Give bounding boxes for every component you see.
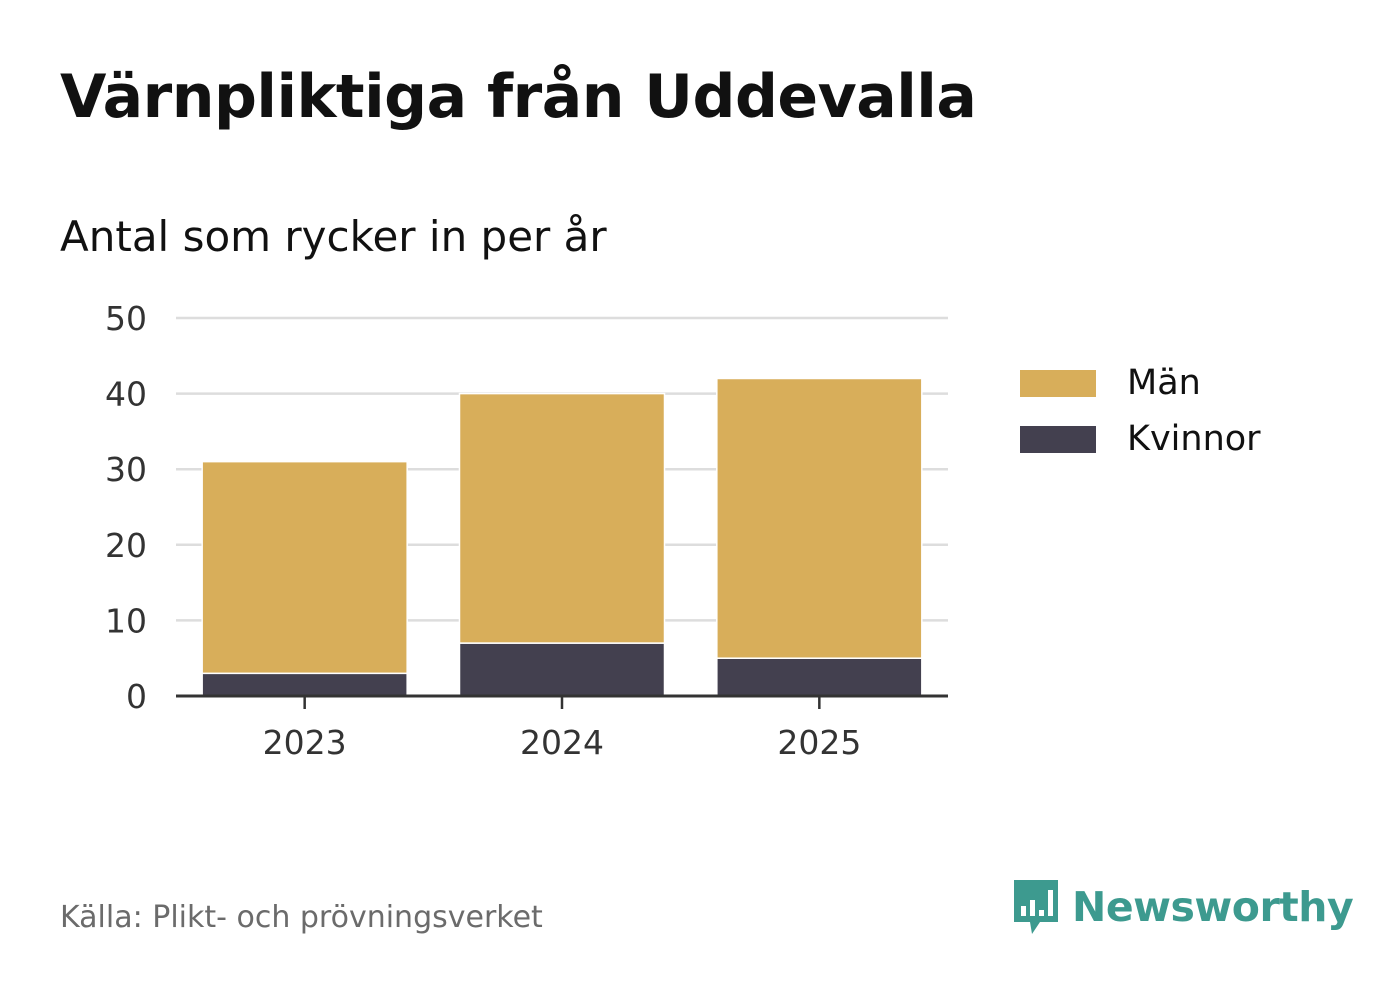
legend-label-kvinnor: Kvinnor [1127,419,1261,459]
legend-item-man: Män [1020,355,1261,411]
source-note: Källa: Plikt- och prövningsverket [60,900,543,935]
y-tick-label-20: 20 [105,526,147,565]
y-tick-label-40: 40 [105,375,147,414]
x-tick-label-2025: 2025 [777,723,861,762]
bar-kvinnor-2023 [201,672,408,697]
chart-legend: Män Kvinnor [1020,355,1261,467]
chart-subtitle: Antal som rycker in per år [60,212,607,261]
newsworthy-logo[interactable]: Newsworthy [1010,876,1354,938]
y-tick-label-50: 50 [105,299,147,338]
x-tick-label-2024: 2024 [520,723,604,762]
newsworthy-wordmark: Newsworthy [1072,883,1354,931]
y-tick-label-10: 10 [105,601,147,640]
chart-title: Värnpliktiga från Uddevalla [60,62,977,132]
legend-swatch-kvinnor [1020,425,1096,453]
bar-män-2023 [201,460,408,675]
bar-kvinnor-2024 [458,642,666,697]
legend-swatch-man [1020,369,1096,397]
bar-män-2024 [458,392,666,644]
x-tick-label-2023: 2023 [263,723,347,762]
newsworthy-chart-icon [1014,880,1058,934]
y-tick-label-0: 0 [126,677,147,716]
y-tick-label-30: 30 [105,450,147,489]
legend-label-man: Män [1127,363,1201,403]
bar-män-2025 [716,377,923,659]
bar-kvinnor-2025 [716,657,923,697]
legend-item-kvinnor: Kvinnor [1020,411,1261,467]
